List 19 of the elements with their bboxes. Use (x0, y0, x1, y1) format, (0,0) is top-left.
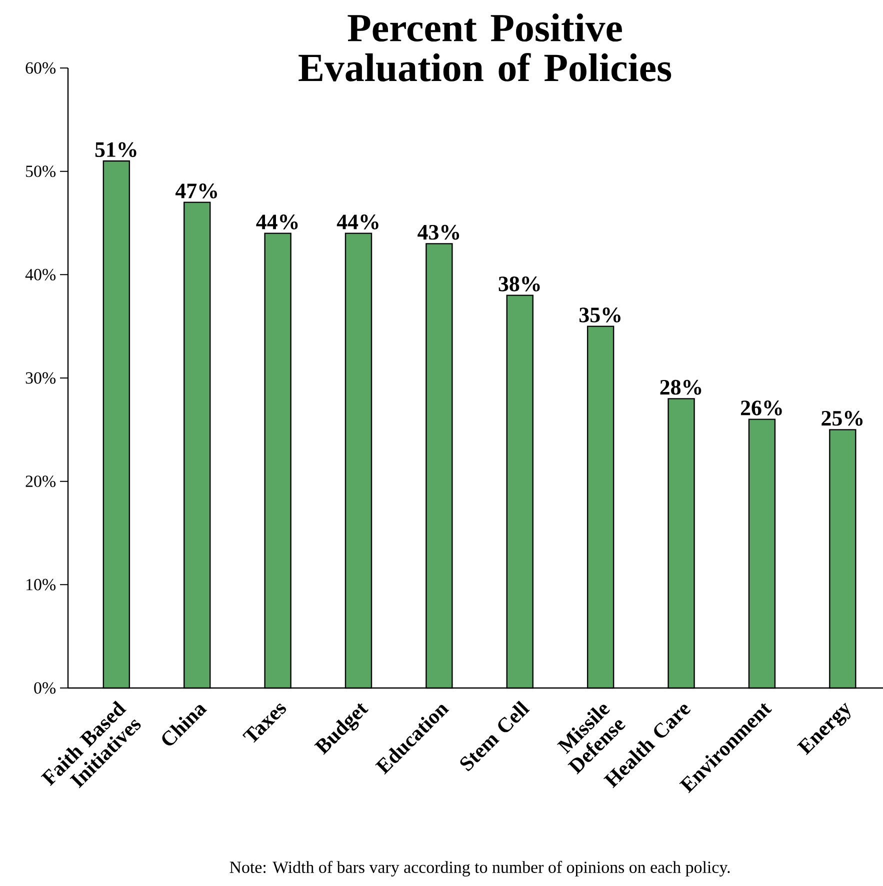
y-tick-label: 40% (25, 268, 56, 280)
data-label: 26% (740, 400, 782, 416)
chart-title: Percent Positive Evaluation of Policies (298, 14, 672, 82)
y-tick-label: 10% (26, 578, 56, 590)
data-label: 35% (579, 308, 620, 322)
data-label: 38% (498, 276, 540, 292)
data-label: 51% (95, 142, 136, 158)
data-label: 25% (822, 410, 863, 426)
y-tick-label: 60% (26, 62, 56, 74)
data-label: 28% (660, 380, 702, 395)
data-label: 44% (336, 214, 378, 230)
data-label: 43% (418, 224, 460, 240)
y-tick-label: 50% (26, 166, 56, 178)
y-tick-label: 30% (26, 372, 56, 384)
y-tick-label: 0% (34, 682, 56, 694)
data-label: 44% (256, 214, 298, 230)
y-tick-label: 20% (26, 476, 56, 488)
data-label: 47% (175, 184, 217, 198)
text: Note: Width of bars vary according to number of opinions on each policy. (230, 860, 730, 876)
